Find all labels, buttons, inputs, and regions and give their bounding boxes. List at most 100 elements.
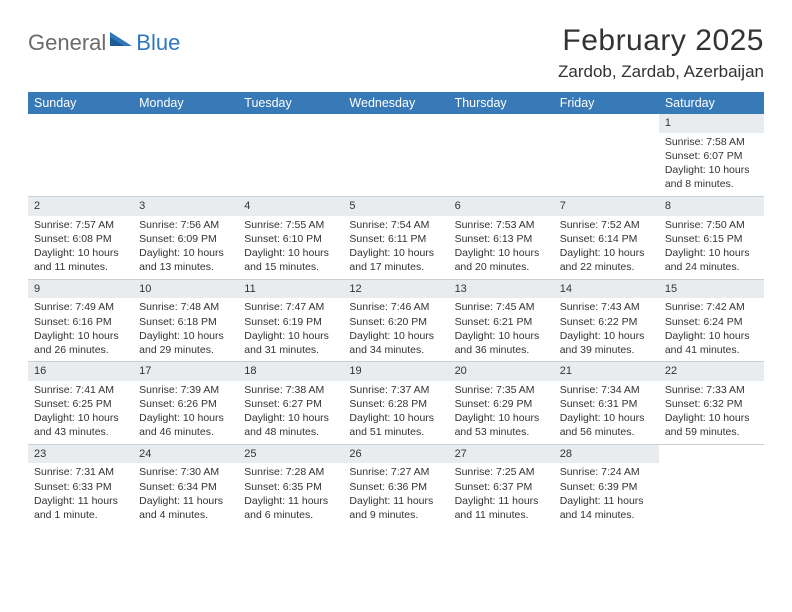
calendar-cell: 20Sunrise: 7:35 AMSunset: 6:29 PMDayligh… <box>449 361 554 444</box>
sunrise-text: Sunrise: 7:54 AM <box>349 218 442 232</box>
day-number: 13 <box>449 279 554 299</box>
cell-body: Sunrise: 7:47 AMSunset: 6:19 PMDaylight:… <box>238 298 343 361</box>
day-number: 17 <box>133 361 238 381</box>
brand-part2: Blue <box>136 30 180 56</box>
sunset-text: Sunset: 6:35 PM <box>244 480 337 494</box>
daylight-text: Daylight: 10 hours and 59 minutes. <box>665 411 758 439</box>
daylight-text: Daylight: 10 hours and 51 minutes. <box>349 411 442 439</box>
daylight-text: Daylight: 10 hours and 29 minutes. <box>139 329 232 357</box>
daylight-text: Daylight: 10 hours and 8 minutes. <box>665 163 758 191</box>
day-number: 3 <box>133 196 238 216</box>
day-header: Sunday <box>28 92 133 114</box>
sunset-text: Sunset: 6:31 PM <box>560 397 653 411</box>
cell-body: Sunrise: 7:42 AMSunset: 6:24 PMDaylight:… <box>659 298 764 361</box>
calendar-table: SundayMondayTuesdayWednesdayThursdayFrid… <box>28 92 764 526</box>
sunrise-text: Sunrise: 7:50 AM <box>665 218 758 232</box>
daylight-text: Daylight: 10 hours and 17 minutes. <box>349 246 442 274</box>
calendar-cell <box>28 114 133 196</box>
day-header: Monday <box>133 92 238 114</box>
day-number: 4 <box>238 196 343 216</box>
daylight-text: Daylight: 10 hours and 46 minutes. <box>139 411 232 439</box>
day-number: 21 <box>554 361 659 381</box>
day-number: 28 <box>554 444 659 464</box>
day-number: 16 <box>28 361 133 381</box>
brand-part1: General <box>28 30 106 56</box>
sunrise-text: Sunrise: 7:45 AM <box>455 300 548 314</box>
day-number: 19 <box>343 361 448 381</box>
cell-body: Sunrise: 7:39 AMSunset: 6:26 PMDaylight:… <box>133 381 238 444</box>
daylight-text: Daylight: 10 hours and 56 minutes. <box>560 411 653 439</box>
calendar-head: SundayMondayTuesdayWednesdayThursdayFrid… <box>28 92 764 114</box>
sunrise-text: Sunrise: 7:53 AM <box>455 218 548 232</box>
sunrise-text: Sunrise: 7:49 AM <box>34 300 127 314</box>
calendar-cell: 15Sunrise: 7:42 AMSunset: 6:24 PMDayligh… <box>659 279 764 362</box>
daylight-text: Daylight: 11 hours and 9 minutes. <box>349 494 442 522</box>
daylight-text: Daylight: 10 hours and 43 minutes. <box>34 411 127 439</box>
calendar-cell: 14Sunrise: 7:43 AMSunset: 6:22 PMDayligh… <box>554 279 659 362</box>
cell-body: Sunrise: 7:38 AMSunset: 6:27 PMDaylight:… <box>238 381 343 444</box>
day-number <box>238 114 343 133</box>
day-number: 14 <box>554 279 659 299</box>
calendar-body: 1Sunrise: 7:58 AMSunset: 6:07 PMDaylight… <box>28 114 764 526</box>
day-number: 12 <box>343 279 448 299</box>
day-number <box>343 114 448 133</box>
calendar-week: 1Sunrise: 7:58 AMSunset: 6:07 PMDaylight… <box>28 114 764 196</box>
day-header: Tuesday <box>238 92 343 114</box>
calendar-cell: 12Sunrise: 7:46 AMSunset: 6:20 PMDayligh… <box>343 279 448 362</box>
calendar-cell: 4Sunrise: 7:55 AMSunset: 6:10 PMDaylight… <box>238 196 343 279</box>
sunrise-text: Sunrise: 7:25 AM <box>455 465 548 479</box>
calendar-cell <box>554 114 659 196</box>
sunrise-text: Sunrise: 7:55 AM <box>244 218 337 232</box>
sunrise-text: Sunrise: 7:34 AM <box>560 383 653 397</box>
daylight-text: Daylight: 11 hours and 6 minutes. <box>244 494 337 522</box>
calendar-cell: 9Sunrise: 7:49 AMSunset: 6:16 PMDaylight… <box>28 279 133 362</box>
sunset-text: Sunset: 6:33 PM <box>34 480 127 494</box>
calendar-page: General Blue February 2025 Zardob, Zarda… <box>0 0 792 536</box>
cell-body: Sunrise: 7:54 AMSunset: 6:11 PMDaylight:… <box>343 216 448 279</box>
calendar-cell: 13Sunrise: 7:45 AMSunset: 6:21 PMDayligh… <box>449 279 554 362</box>
sunrise-text: Sunrise: 7:28 AM <box>244 465 337 479</box>
day-number <box>133 114 238 133</box>
sunrise-text: Sunrise: 7:47 AM <box>244 300 337 314</box>
calendar-week: 2Sunrise: 7:57 AMSunset: 6:08 PMDaylight… <box>28 196 764 279</box>
sunset-text: Sunset: 6:09 PM <box>139 232 232 246</box>
sunset-text: Sunset: 6:08 PM <box>34 232 127 246</box>
cell-body: Sunrise: 7:43 AMSunset: 6:22 PMDaylight:… <box>554 298 659 361</box>
sunset-text: Sunset: 6:36 PM <box>349 480 442 494</box>
calendar-cell <box>238 114 343 196</box>
calendar-cell: 24Sunrise: 7:30 AMSunset: 6:34 PMDayligh… <box>133 444 238 527</box>
cell-body: Sunrise: 7:34 AMSunset: 6:31 PMDaylight:… <box>554 381 659 444</box>
daylight-text: Daylight: 10 hours and 13 minutes. <box>139 246 232 274</box>
sunset-text: Sunset: 6:27 PM <box>244 397 337 411</box>
calendar-cell: 1Sunrise: 7:58 AMSunset: 6:07 PMDaylight… <box>659 114 764 196</box>
sunset-text: Sunset: 6:22 PM <box>560 315 653 329</box>
sunset-text: Sunset: 6:29 PM <box>455 397 548 411</box>
sunrise-text: Sunrise: 7:39 AM <box>139 383 232 397</box>
daylight-text: Daylight: 10 hours and 39 minutes. <box>560 329 653 357</box>
calendar-cell: 8Sunrise: 7:50 AMSunset: 6:15 PMDaylight… <box>659 196 764 279</box>
day-number: 1 <box>659 114 764 133</box>
sunset-text: Sunset: 6:24 PM <box>665 315 758 329</box>
day-number: 25 <box>238 444 343 464</box>
calendar-cell: 23Sunrise: 7:31 AMSunset: 6:33 PMDayligh… <box>28 444 133 527</box>
daylight-text: Daylight: 10 hours and 26 minutes. <box>34 329 127 357</box>
title-block: February 2025 Zardob, Zardab, Azerbaijan <box>558 24 764 82</box>
sunset-text: Sunset: 6:10 PM <box>244 232 337 246</box>
cell-body: Sunrise: 7:56 AMSunset: 6:09 PMDaylight:… <box>133 216 238 279</box>
calendar-cell: 5Sunrise: 7:54 AMSunset: 6:11 PMDaylight… <box>343 196 448 279</box>
cell-body: Sunrise: 7:30 AMSunset: 6:34 PMDaylight:… <box>133 463 238 526</box>
sunrise-text: Sunrise: 7:42 AM <box>665 300 758 314</box>
day-number <box>449 114 554 133</box>
daylight-text: Daylight: 11 hours and 11 minutes. <box>455 494 548 522</box>
daylight-text: Daylight: 10 hours and 31 minutes. <box>244 329 337 357</box>
brand-logo: General Blue <box>28 24 180 56</box>
daylight-text: Daylight: 11 hours and 14 minutes. <box>560 494 653 522</box>
daylight-text: Daylight: 11 hours and 1 minute. <box>34 494 127 522</box>
calendar-cell: 19Sunrise: 7:37 AMSunset: 6:28 PMDayligh… <box>343 361 448 444</box>
day-number <box>659 444 764 464</box>
sunset-text: Sunset: 6:25 PM <box>34 397 127 411</box>
sunset-text: Sunset: 6:15 PM <box>665 232 758 246</box>
day-number: 2 <box>28 196 133 216</box>
daylight-text: Daylight: 10 hours and 36 minutes. <box>455 329 548 357</box>
daylight-text: Daylight: 10 hours and 20 minutes. <box>455 246 548 274</box>
